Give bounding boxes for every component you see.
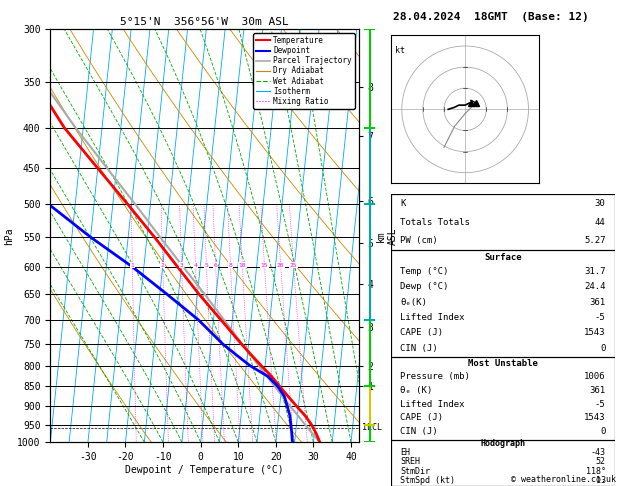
Text: CIN (J): CIN (J) bbox=[400, 344, 438, 352]
Text: -5: -5 bbox=[595, 313, 606, 322]
Text: Temp (°C): Temp (°C) bbox=[400, 267, 448, 276]
Text: 24.4: 24.4 bbox=[584, 282, 606, 292]
Text: PW (cm): PW (cm) bbox=[400, 237, 438, 245]
Text: 361: 361 bbox=[589, 298, 606, 307]
Text: CAPE (J): CAPE (J) bbox=[400, 328, 443, 337]
Text: 118°: 118° bbox=[586, 467, 606, 476]
Text: 0: 0 bbox=[600, 344, 606, 352]
Text: EH: EH bbox=[400, 448, 410, 457]
Text: 361: 361 bbox=[589, 386, 606, 395]
Text: Lifted Index: Lifted Index bbox=[400, 399, 465, 409]
Text: Dewp (°C): Dewp (°C) bbox=[400, 282, 448, 292]
Text: -43: -43 bbox=[591, 448, 606, 457]
X-axis label: Dewpoint / Temperature (°C): Dewpoint / Temperature (°C) bbox=[125, 465, 284, 475]
Text: K: K bbox=[400, 199, 406, 208]
Text: 13: 13 bbox=[596, 476, 606, 485]
Text: Most Unstable: Most Unstable bbox=[468, 359, 538, 368]
Text: 1006: 1006 bbox=[584, 372, 606, 381]
Text: Totals Totals: Totals Totals bbox=[400, 218, 470, 227]
Title: 5°15'N  356°56'W  30m ASL: 5°15'N 356°56'W 30m ASL bbox=[120, 17, 289, 27]
Y-axis label: hPa: hPa bbox=[4, 227, 14, 244]
Text: 8: 8 bbox=[228, 263, 232, 268]
Text: 31.7: 31.7 bbox=[584, 267, 606, 276]
Text: 6: 6 bbox=[214, 263, 218, 268]
Y-axis label: km
ASL: km ASL bbox=[376, 227, 398, 244]
Text: 10: 10 bbox=[238, 263, 246, 268]
Text: θₑ (K): θₑ (K) bbox=[400, 386, 432, 395]
Text: 15: 15 bbox=[260, 263, 268, 268]
Text: 1: 1 bbox=[130, 263, 134, 268]
Text: 28.04.2024  18GMT  (Base: 12): 28.04.2024 18GMT (Base: 12) bbox=[393, 12, 589, 22]
Text: 5.27: 5.27 bbox=[584, 237, 606, 245]
Text: CIN (J): CIN (J) bbox=[400, 427, 438, 436]
Text: SREH: SREH bbox=[400, 457, 420, 467]
Text: 25: 25 bbox=[290, 263, 298, 268]
Text: -5: -5 bbox=[595, 399, 606, 409]
Text: 1543: 1543 bbox=[584, 328, 606, 337]
Text: StmDir: StmDir bbox=[400, 467, 430, 476]
Text: StmSpd (kt): StmSpd (kt) bbox=[400, 476, 455, 485]
Text: θₑ(K): θₑ(K) bbox=[400, 298, 427, 307]
Text: Pressure (mb): Pressure (mb) bbox=[400, 372, 470, 381]
Text: 44: 44 bbox=[595, 218, 606, 227]
Text: 20: 20 bbox=[277, 263, 284, 268]
Text: 1LCL: 1LCL bbox=[362, 423, 382, 432]
Text: 5: 5 bbox=[204, 263, 208, 268]
Text: © weatheronline.co.uk: © weatheronline.co.uk bbox=[511, 474, 616, 484]
Text: Hodograph: Hodograph bbox=[481, 439, 525, 449]
Legend: Temperature, Dewpoint, Parcel Trajectory, Dry Adiabat, Wet Adiabat, Isotherm, Mi: Temperature, Dewpoint, Parcel Trajectory… bbox=[253, 33, 355, 109]
Text: Lifted Index: Lifted Index bbox=[400, 313, 465, 322]
Text: 3: 3 bbox=[180, 263, 184, 268]
Text: 2: 2 bbox=[161, 263, 165, 268]
Text: 1543: 1543 bbox=[584, 413, 606, 422]
Text: Surface: Surface bbox=[484, 253, 521, 261]
Text: 30: 30 bbox=[595, 199, 606, 208]
Text: CAPE (J): CAPE (J) bbox=[400, 413, 443, 422]
Text: 0: 0 bbox=[600, 427, 606, 436]
Text: 4: 4 bbox=[194, 263, 198, 268]
Text: kt: kt bbox=[396, 46, 406, 55]
Text: 52: 52 bbox=[596, 457, 606, 467]
